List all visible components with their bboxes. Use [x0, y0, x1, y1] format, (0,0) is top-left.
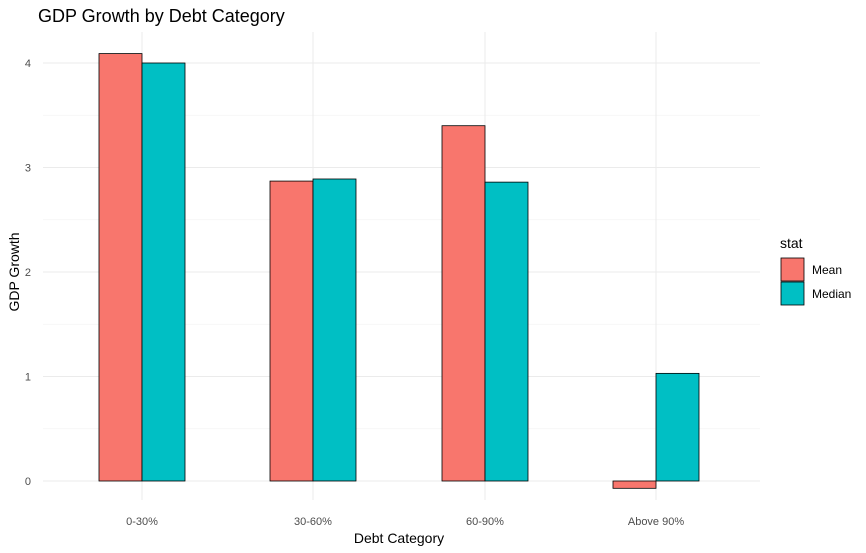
bars: [98, 53, 700, 489]
legend-label-mean: Mean: [812, 263, 842, 277]
legend: stat Mean Median: [780, 235, 851, 306]
chart-title: GDP Growth by Debt Category: [38, 6, 285, 26]
y-tick-label: 1: [25, 372, 31, 384]
x-tick-label: Above 90%: [628, 516, 684, 528]
y-tick-label: 3: [25, 163, 31, 175]
bar-mean: [269, 180, 314, 482]
y-axis-label: GDP Growth: [6, 232, 22, 311]
bar-mean: [612, 480, 657, 489]
x-axis-label: Debt Category: [354, 530, 444, 546]
x-tick-label: 0-30%: [126, 516, 158, 528]
y-tick-label: 0: [25, 476, 31, 488]
y-tick-label: 2: [25, 267, 31, 279]
bar-median: [141, 62, 186, 482]
bar-mean: [441, 125, 486, 482]
y-tick-label: 4: [25, 58, 31, 70]
legend-key-mean: [780, 257, 805, 282]
legend-key-median: [780, 281, 805, 306]
x-tick-label: 30-60%: [294, 516, 332, 528]
bar-mean: [98, 53, 143, 482]
bar-median: [484, 181, 529, 482]
y-axis-ticks: 0 1 2 3 4: [25, 58, 31, 488]
legend-title: stat: [780, 235, 803, 251]
x-tick-label: 60-90%: [466, 516, 504, 528]
x-axis-ticks: 0-30% 30-60% 60-90% Above 90%: [126, 516, 684, 528]
bar-median: [312, 178, 357, 482]
legend-items: Mean Median: [780, 257, 851, 306]
bar-median: [655, 372, 700, 482]
legend-label-median: Median: [812, 287, 851, 301]
